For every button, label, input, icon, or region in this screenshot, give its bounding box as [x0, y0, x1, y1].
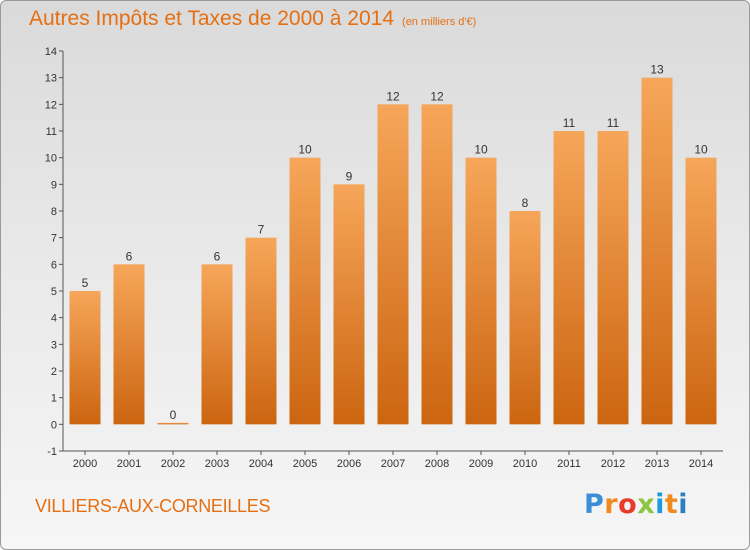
bar-2007: [377, 104, 409, 425]
x-tick-label-2012: 2012: [601, 458, 625, 470]
y-tick-label: 14: [45, 46, 57, 58]
bar-value-label-2013: 13: [650, 63, 664, 77]
bar-2003: [201, 264, 233, 425]
y-tick-label: 8: [51, 206, 57, 218]
bar-value-label-2004: 7: [258, 223, 265, 237]
x-tick-label-2010: 2010: [513, 458, 537, 470]
y-tick-label: 5: [51, 286, 57, 298]
bar-value-label-2001: 6: [126, 249, 133, 263]
bar-value-label-2000: 5: [82, 276, 89, 290]
logo-letter: x: [637, 489, 656, 520]
bar-2002: [157, 422, 189, 425]
x-tick-label-2000: 2000: [73, 458, 97, 470]
bar-2004: [245, 237, 277, 425]
y-tick-label: 3: [51, 339, 57, 351]
bar-value-label-2007: 12: [386, 89, 400, 103]
y-tick-label: 12: [45, 99, 57, 111]
bar-value-label-2009: 10: [474, 143, 488, 157]
y-tick-label: 2: [51, 366, 57, 378]
bar-value-label-2014: 10: [694, 143, 708, 157]
chart-title-unit: (en milliers d'€): [402, 16, 477, 28]
bar-2012: [597, 131, 629, 425]
bar-value-label-2012: 11: [607, 116, 620, 130]
y-tick-label: 13: [45, 73, 57, 85]
proxiti-logo: Proxiti: [584, 489, 688, 520]
x-tick-label-2005: 2005: [293, 458, 317, 470]
commune-name: VILLIERS-AUX-CORNEILLES: [35, 496, 271, 516]
y-tick-label: 0: [51, 419, 57, 431]
x-tick-label-2006: 2006: [337, 458, 361, 470]
bar-value-label-2003: 6: [214, 249, 221, 263]
y-tick-label: 11: [46, 126, 57, 138]
logo-letter: t: [664, 489, 679, 520]
x-tick-label-2008: 2008: [425, 458, 449, 470]
bar-2006: [333, 184, 365, 425]
bar-value-label-2002: 0: [170, 408, 177, 422]
bar-2014: [685, 157, 717, 425]
chart-labels: 5 6 0 6 7 10 9 12 12 10 8 11 11 13 10: [82, 63, 708, 422]
logo-letter: r: [604, 489, 619, 520]
y-tick-label: -1: [47, 446, 57, 458]
y-tick-label: 7: [51, 233, 57, 245]
x-tick-label-2011: 2011: [557, 458, 581, 470]
y-tick-label: 1: [51, 393, 57, 405]
x-tick-label-2013: 2013: [645, 458, 669, 470]
bar-value-label-2008: 12: [430, 89, 444, 103]
bar-2008: [421, 104, 453, 425]
bar-2010: [509, 211, 541, 425]
logo-letter: P: [584, 489, 605, 520]
chart-title: Autres Impôts et Taxes de 2000 à 2014 (en…: [29, 7, 476, 31]
x-tick-label-2007: 2007: [381, 458, 405, 470]
chart-bars: [69, 77, 717, 425]
y-tick-label: 6: [51, 259, 57, 271]
bar-2013: [641, 77, 673, 425]
bar-value-label-2011: 11: [563, 116, 576, 130]
bar-2000: [69, 291, 101, 425]
x-tick-label-2004: 2004: [249, 458, 273, 470]
x-tick-label-2001: 2001: [117, 458, 141, 470]
logo-letter: o: [618, 489, 638, 520]
bar-2009: [465, 157, 497, 425]
y-tick-label: 9: [51, 179, 57, 191]
x-tick-label-2003: 2003: [205, 458, 229, 470]
x-tick-label-2002: 2002: [161, 458, 185, 470]
bar-2001: [113, 264, 145, 425]
bar-2005: [289, 157, 321, 425]
chart-title-text: Autres Impôts et Taxes de 2000 à 2014: [29, 7, 395, 30]
y-tick-label: 4: [51, 313, 57, 325]
logo-letter: i: [678, 489, 689, 520]
bar-value-label-2005: 10: [298, 143, 312, 157]
logo-letter: i: [655, 489, 665, 520]
bar-value-label-2010: 8: [522, 196, 529, 210]
x-tick-label-2009: 2009: [469, 458, 493, 470]
bar-value-label-2006: 9: [346, 169, 353, 183]
bar-2011: [553, 131, 585, 425]
y-tick-label: 10: [45, 153, 57, 165]
x-tick-label-2014: 2014: [689, 458, 713, 470]
